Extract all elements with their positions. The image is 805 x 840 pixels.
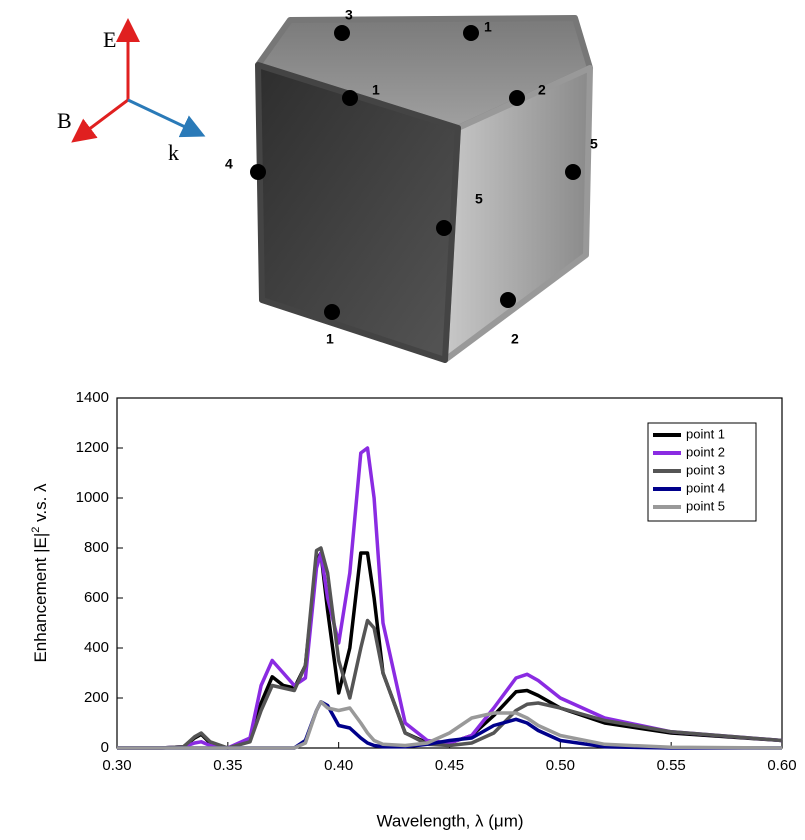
point-dot (500, 292, 516, 308)
point-label: 1 (484, 19, 492, 35)
y-tick-label: 600 (84, 589, 109, 606)
y-tick-label: 800 (84, 539, 109, 556)
y-label-part: 2 (30, 527, 42, 533)
point-label: 4 (225, 156, 233, 172)
point-label: 1 (372, 82, 380, 98)
point-label: 1 (326, 331, 334, 347)
point-dot (509, 90, 525, 106)
x-tick-label: 0.50 (546, 757, 575, 774)
cube-front (255, 62, 461, 363)
point-dot (334, 25, 350, 41)
series-line (117, 546, 783, 750)
y-tick-label: 200 (84, 689, 109, 706)
points (250, 25, 581, 320)
legend-label: point 1 (686, 426, 725, 441)
legend-label: point 3 (686, 462, 725, 477)
legend-label: point 4 (686, 480, 725, 495)
point-dot (342, 90, 358, 106)
y-tick-label: 1400 (76, 389, 109, 406)
y-tick-label: 400 (84, 639, 109, 656)
point-label: 2 (538, 82, 546, 98)
x-axis-label: Wavelength, λ (μm) (376, 811, 523, 830)
point-dot (436, 220, 452, 236)
chart: Wavelength, λ (μm) Enhancement |E|2 v.s.… (30, 389, 797, 831)
x-tick-label: 0.35 (213, 757, 242, 774)
y-tick-label: 1000 (76, 489, 109, 506)
point-label: 5 (590, 136, 598, 152)
point-dot (463, 25, 479, 41)
y-label-part: v.s. λ (31, 483, 50, 527)
legend-label: point 5 (686, 498, 725, 513)
point-label: 5 (475, 191, 483, 207)
x-tick-label: 0.40 (324, 757, 353, 774)
axis-label: B (57, 108, 72, 133)
x-tick-label: 0.55 (657, 757, 686, 774)
legend-label: point 2 (686, 444, 725, 459)
point-label: 2 (511, 331, 519, 347)
point-dot (250, 164, 266, 180)
cube-diagram: E B k 3 1 1 2 4 5 5 1 2 (57, 7, 598, 363)
x-tick-label: 0.45 (435, 757, 464, 774)
point-dot (565, 164, 581, 180)
k-arrow (127, 98, 206, 138)
axis-label: k (168, 140, 179, 165)
b-arrow (71, 98, 129, 143)
x-tick-label: 0.30 (102, 757, 131, 774)
series-line (117, 551, 783, 750)
x-tick-label: 0.60 (767, 757, 796, 774)
series-line (117, 700, 782, 750)
axis-label: E (103, 27, 116, 52)
series-line (117, 700, 783, 750)
y-tick-label: 1200 (76, 439, 109, 456)
point-dot (324, 304, 340, 320)
y-tick-label: 0 (101, 739, 109, 756)
point-label: 3 (345, 7, 353, 23)
y-label-part: Enhancement |E| (31, 533, 50, 663)
y-axis-label: Enhancement |E|2 v.s. λ (30, 483, 51, 663)
